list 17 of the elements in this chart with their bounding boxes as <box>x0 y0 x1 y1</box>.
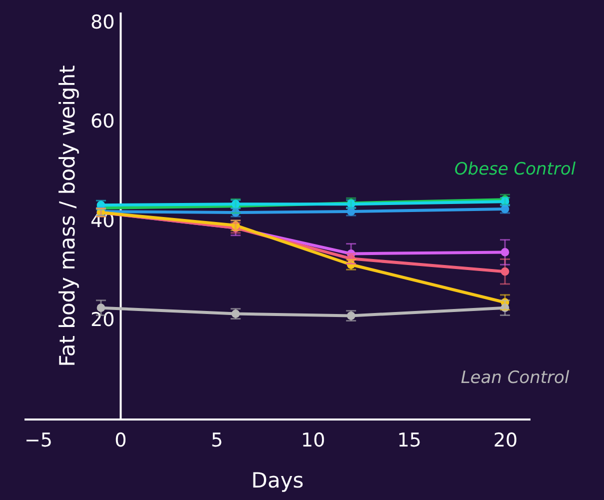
point <box>500 267 510 276</box>
x-tick-label: 5 <box>210 430 223 452</box>
y-tick-label: 80 <box>90 11 115 34</box>
y-tick-label: 20 <box>90 309 115 332</box>
y-tick-label: 60 <box>90 110 115 133</box>
point <box>500 304 510 312</box>
x-tick-label: 0 <box>114 430 127 452</box>
y-axis-title: Fat body mass / body weight <box>56 65 80 367</box>
point <box>500 248 510 256</box>
text: Lean Control <box>460 368 570 388</box>
x-axis-title: Days <box>251 468 304 492</box>
x-tick-label: 15 <box>397 430 422 452</box>
point <box>96 304 106 312</box>
x-tick-label: 10 <box>301 430 326 452</box>
x-tick-label: 20 <box>493 430 518 452</box>
x-tick-label: −5 <box>24 430 53 452</box>
series-label: Obese Control <box>454 160 576 180</box>
